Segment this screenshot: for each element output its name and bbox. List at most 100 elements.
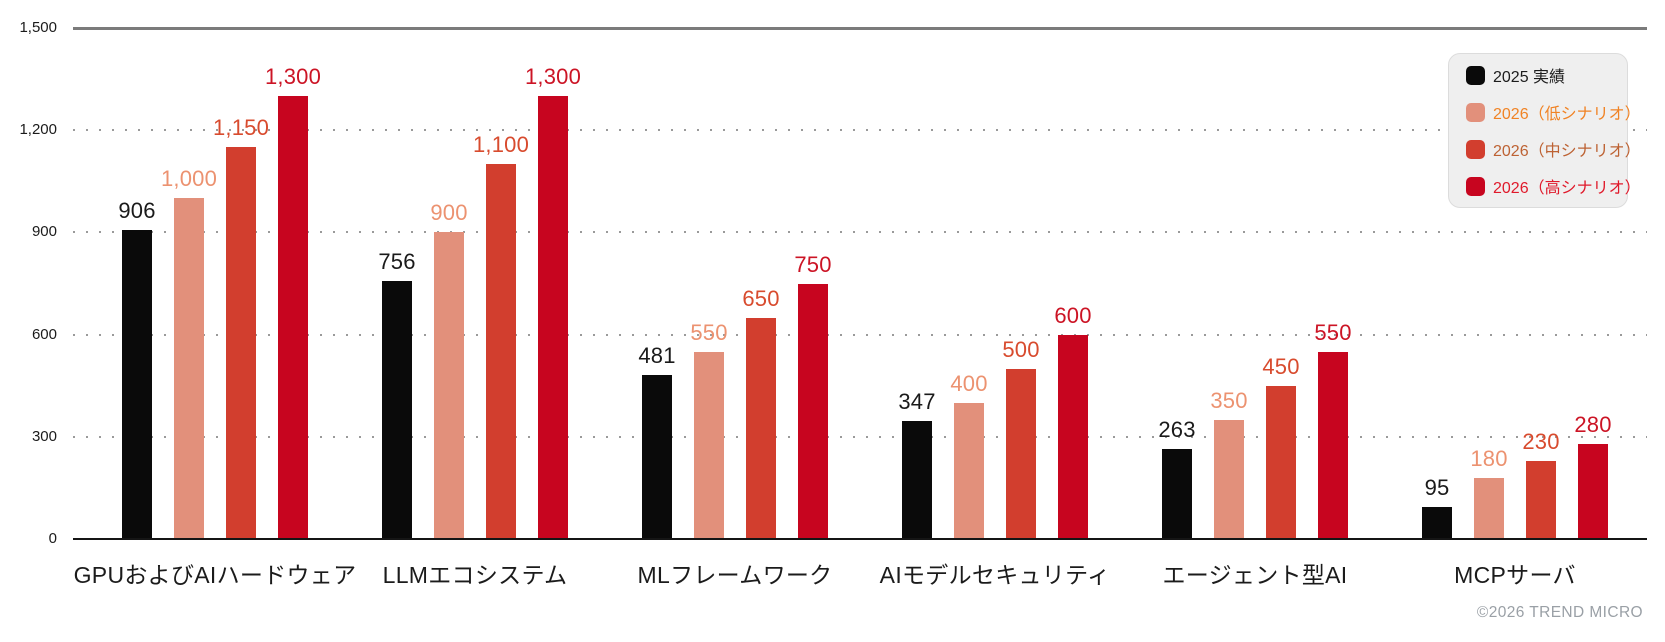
x-axis-line	[73, 538, 1647, 540]
y-tick-label: 600	[31, 325, 57, 343]
bar-value-label: 1,300	[524, 64, 582, 90]
y-tick-label: 0	[48, 530, 57, 547]
bar	[954, 402, 984, 539]
bar	[538, 96, 568, 539]
gridline-dotted	[73, 435, 1647, 438]
legend-item-1: 2025 実績	[1466, 63, 1627, 87]
bar-value-label: 481	[638, 343, 676, 369]
bar-value-label: 650	[742, 285, 780, 311]
bar-group-5-series-2: 350	[1210, 28, 1247, 539]
bar-group-3-series-4: 750	[794, 28, 831, 539]
bar	[1318, 351, 1348, 539]
bar-value-label: 280	[1574, 411, 1612, 437]
bar-group-1-series-4: 1,300	[265, 28, 321, 539]
bar-group-3-series-3: 650	[742, 28, 779, 539]
copyright-text: ©2026 TREND MICRO	[1476, 604, 1643, 621]
bar-group-3-series-1: 481	[638, 28, 675, 539]
category-label: エージェント型AI	[1162, 562, 1348, 588]
bar-value-label: 1,150	[212, 115, 270, 141]
bar	[382, 281, 412, 539]
bar-value-label: 230	[1522, 428, 1560, 454]
bar	[1578, 443, 1608, 539]
bar	[1058, 334, 1088, 539]
bar	[1214, 419, 1244, 539]
bar-group-1-series-3: 1,150	[213, 28, 269, 539]
bar-value-label: 756	[378, 249, 416, 275]
bar-value-label: 600	[1054, 302, 1092, 328]
legend: 2025 実績 2026（低シナリオ） 2026（中シナリオ） 2026（高シナリオ）	[1448, 53, 1641, 208]
y-tick-label: 1,500	[19, 19, 57, 36]
bar-group-2-series-2: 900	[430, 28, 467, 539]
bar-value-label: 180	[1470, 445, 1508, 471]
bar	[694, 351, 724, 539]
gridline-dotted	[73, 129, 1647, 132]
bar-group-4-series-2: 400	[950, 28, 987, 539]
bar	[1006, 368, 1036, 539]
gridline-top	[73, 26, 1647, 30]
bar-value-label: 500	[1002, 336, 1040, 362]
bar-group-6-series-4: 280	[1574, 28, 1611, 539]
plot-area: 906 1,000 1,150 1,300 756 900 1,100 1,300 481 550…	[73, 28, 1647, 539]
bar-value-label: 450	[1262, 353, 1300, 379]
legend-swatch-icon	[1466, 139, 1485, 159]
category-label: LLMエコシステム	[382, 562, 568, 588]
category-label: GPUおよびAIハードウェア	[73, 562, 357, 588]
bar	[1266, 385, 1296, 539]
legend-swatch-icon	[1466, 176, 1485, 196]
y-tick-label: 1,200	[19, 121, 57, 139]
category-label: AIモデルセキュリティ	[879, 562, 1111, 588]
bar	[1422, 506, 1452, 539]
bar-group-3-series-2: 550	[690, 28, 727, 539]
bar-value-label: 906	[118, 198, 156, 224]
bar-value-label: 1,000	[160, 166, 218, 192]
bar	[278, 96, 308, 539]
category-label: MCPサーバ	[1454, 562, 1576, 588]
bar-group-4-series-3: 500	[1002, 28, 1039, 539]
legend-item-4: 2026（高シナリオ）	[1466, 174, 1641, 198]
legend-item-3: 2026（中シナリオ）	[1466, 137, 1641, 161]
bar-value-label: 550	[1314, 319, 1352, 345]
bar-group-2-series-4: 1,300	[525, 28, 581, 539]
bar	[798, 283, 828, 539]
bar	[1474, 477, 1504, 539]
bar	[486, 164, 516, 539]
bar	[746, 317, 776, 539]
y-tick-label: 900	[31, 223, 57, 241]
bar	[1162, 449, 1192, 539]
bar-group-4-series-4: 600	[1054, 28, 1091, 539]
bar-value-label: 95	[1424, 474, 1450, 500]
bar	[122, 230, 152, 539]
bar-value-label: 347	[898, 388, 936, 414]
bar	[1526, 460, 1556, 539]
bar-group-2-series-3: 1,100	[473, 28, 529, 539]
bar-group-6-series-1: 95	[1422, 28, 1452, 539]
legend-item-label: 2026（高シナリオ）	[1493, 180, 1641, 197]
y-tick-label: 300	[31, 427, 57, 445]
category-label: MLフレームワーク	[637, 562, 833, 588]
bar	[434, 232, 464, 539]
bar-group-5-series-4: 550	[1314, 28, 1351, 539]
bar	[226, 147, 256, 539]
bar	[642, 375, 672, 539]
legend-item-label: 2026（低シナリオ）	[1493, 106, 1641, 123]
bar-group-1-series-1: 906	[118, 28, 155, 539]
legend-item-2: 2026（低シナリオ）	[1466, 100, 1641, 124]
bar-value-label: 400	[950, 370, 988, 396]
gridline-dotted	[73, 333, 1647, 336]
bar-value-label: 900	[430, 200, 468, 226]
bar-group-1-series-2: 1,000	[161, 28, 217, 539]
bar-group-6-series-3: 230	[1522, 28, 1559, 539]
bar-group-5-series-3: 450	[1262, 28, 1299, 539]
bar-value-label: 350	[1210, 387, 1248, 413]
legend-swatch-icon	[1466, 65, 1485, 85]
legend-item-label: 2026（中シナリオ）	[1493, 143, 1641, 160]
legend-item-label: 2025 実績	[1493, 69, 1566, 86]
bar-value-label: 750	[794, 251, 832, 277]
bar-value-label: 1,100	[472, 132, 530, 158]
gridline-dotted	[73, 231, 1647, 234]
bar-group-6-series-2: 180	[1470, 28, 1507, 539]
bar-group-5-series-1: 263	[1158, 28, 1195, 539]
bar-value-label: 550	[690, 319, 728, 345]
bar	[902, 420, 932, 539]
